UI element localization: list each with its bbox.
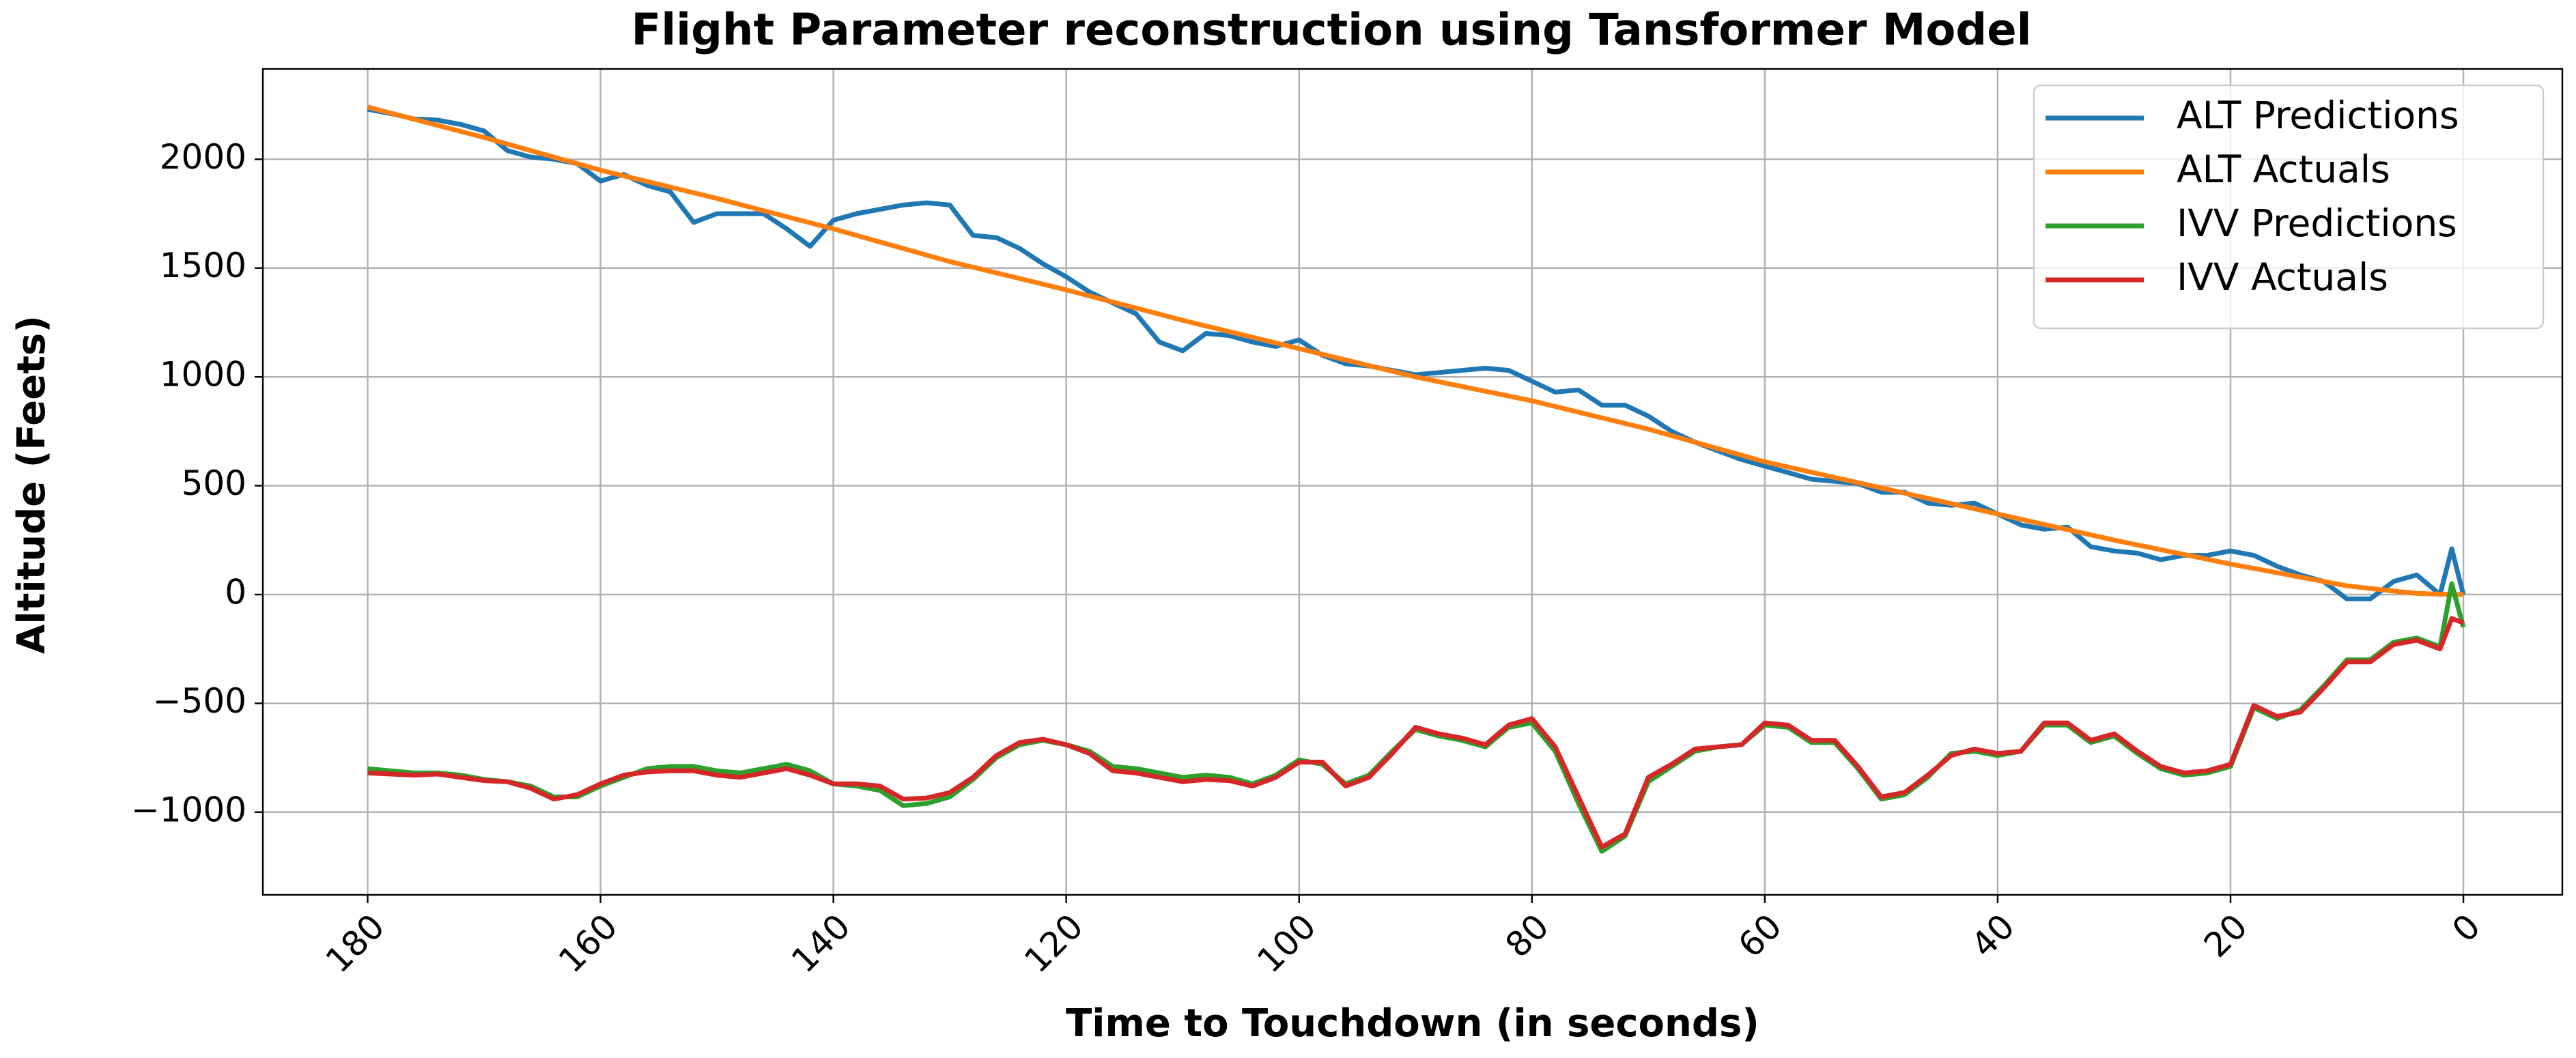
x-tick-label: 160 — [551, 906, 625, 980]
legend-label: ALT Actuals — [2177, 147, 2390, 191]
x-tick-label: 100 — [1249, 906, 1323, 980]
legend-label: IVV Predictions — [2177, 201, 2457, 245]
x-tick-label: 0 — [2445, 906, 2489, 950]
legend-label: IVV Actuals — [2177, 255, 2388, 299]
x-tick-label: 20 — [2196, 906, 2255, 965]
y-tick-label: −1000 — [131, 790, 246, 829]
y-tick-label: −500 — [153, 681, 246, 721]
x-axis-label: Time to Touchdown (in seconds) — [1066, 1001, 1759, 1046]
data-line — [367, 106, 2466, 601]
y-tick-label: 500 — [182, 463, 246, 503]
data-line — [367, 581, 2466, 854]
y-axis-label: Altitude (Feets) — [10, 315, 54, 654]
x-tick-label: 40 — [1964, 906, 2022, 965]
y-tick-label: 1000 — [160, 355, 246, 395]
x-tick-label: 120 — [1017, 906, 1090, 980]
x-tick-label: 80 — [1498, 906, 1557, 965]
legend-box — [2033, 84, 2545, 330]
x-tick-label: 140 — [784, 906, 858, 980]
x-tick-label: 180 — [318, 906, 392, 980]
y-tick-label: 0 — [225, 573, 246, 612]
data-line — [367, 104, 2464, 597]
legend-label: ALT Predictions — [2177, 94, 2459, 137]
x-tick-label: 60 — [1731, 906, 1789, 965]
y-tick-label: 1500 — [160, 246, 246, 285]
y-tick-label: 2000 — [160, 137, 246, 177]
plot-frame — [261, 68, 2564, 896]
chart-title: Flight Parameter reconstruction using Ta… — [631, 5, 2031, 56]
data-line — [367, 616, 2465, 850]
